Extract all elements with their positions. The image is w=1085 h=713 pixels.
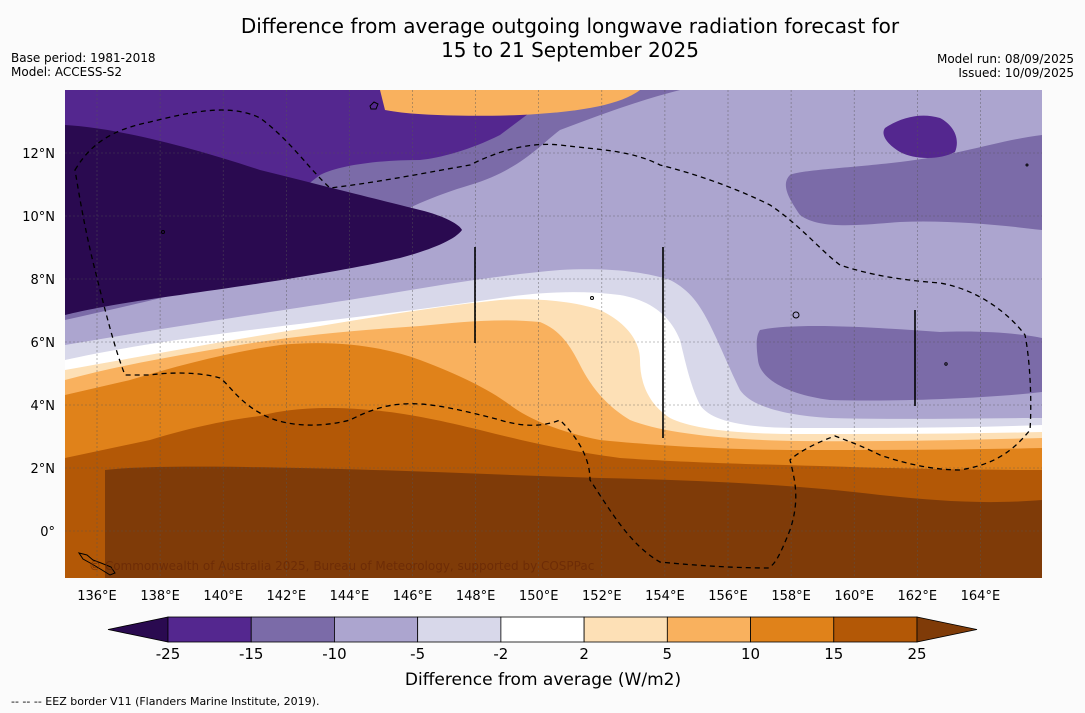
marker-lines: [474, 247, 916, 438]
colour-bar-tick: -15: [239, 645, 264, 663]
map-field: [65, 90, 1042, 578]
lon-tick-label: 150°E: [519, 589, 559, 604]
lon-tick-label: 148°E: [456, 589, 496, 604]
lat-tick-label: 6°N: [31, 336, 56, 351]
lon-tick-label: 164°E: [961, 589, 1001, 604]
colour-bar-tick: 2: [579, 645, 589, 663]
colour-bar-min-arrow: [107, 616, 169, 643]
model-name: Model: ACCESS-S2: [11, 65, 123, 79]
lon-tick-label: 160°E: [834, 589, 874, 604]
colour-bar-tick: 15: [824, 645, 843, 663]
lon-tick-label: 162°E: [898, 589, 938, 604]
eez-borders: [74, 109, 1032, 569]
colour-bar-segment: [417, 616, 502, 643]
colour-bar-tick: 25: [907, 645, 926, 663]
band-below-25: [65, 125, 462, 315]
model-run: Model run: 08/09/2025: [936, 52, 1074, 66]
coastlines: [77, 101, 1029, 576]
colour-bar-segment: [750, 616, 835, 643]
colour-bar-tick: -2: [493, 645, 508, 663]
lat-tick-label: 8°N: [31, 273, 56, 288]
colour-bar-labels: -25 -15 -10 -5 -2 2 5 10 15 25: [156, 645, 927, 663]
eez-footnote: -- -- -- EEZ border V11 (Flanders Marine…: [11, 695, 320, 708]
run-info: Model run: 08/09/2025 Issued: 10/09/2025: [937, 52, 1074, 80]
lon-tick-label: 136°E: [77, 589, 117, 604]
lat-tick-label: 0°: [40, 525, 55, 540]
map-title: Difference from average outgoing longwav…: [170, 14, 970, 62]
colour-bar-segment: [334, 616, 419, 643]
issued-date: Issued: 10/09/2025: [958, 66, 1074, 80]
colour-bar-segment: [167, 616, 252, 643]
copyright-notice: © Commonwealth of Australia 2025, Bureau…: [89, 559, 594, 573]
base-period: Base period: 1981-2018: [11, 51, 156, 65]
colour-bar-segment: [833, 616, 918, 643]
band-north-warm: [380, 90, 640, 116]
colour-bar: [107, 616, 978, 643]
lon-tick-label: 154°E: [645, 589, 685, 604]
lon-tick-label: 156°E: [708, 589, 748, 604]
colour-bar-tick: -25: [156, 645, 181, 663]
colour-bar-max-arrow: [916, 616, 978, 643]
latitude-ticks: 12°N 10°N 8°N 6°N 4°N 2°N 0°: [22, 147, 55, 540]
lon-tick-label: 140°E: [203, 589, 243, 604]
lat-tick-label: 4°N: [31, 399, 56, 414]
lon-tick-label: 142°E: [267, 589, 307, 604]
lon-tick-label: 152°E: [582, 589, 622, 604]
colour-bar-segment: [500, 616, 585, 643]
longitude-ticks: 136°E 138°E 140°E 142°E 144°E 146°E 148°E 150°E…: [77, 589, 1000, 604]
colour-bar-title: Difference from average (W/m2): [405, 670, 681, 690]
lat-tick-label: 2°N: [31, 462, 56, 477]
colour-bar-tick: 5: [663, 645, 673, 663]
band-25-15: [65, 90, 957, 310]
graticule: [65, 90, 1042, 578]
lon-tick-label: 144°E: [330, 589, 370, 604]
colour-bar-tick: -10: [322, 645, 347, 663]
colour-bar-segment: [250, 616, 335, 643]
colour-bar-segment: [666, 616, 751, 643]
title-line-2: 15 to 21 September 2025: [441, 38, 699, 62]
lat-tick-label: 12°N: [22, 147, 55, 162]
lon-tick-label: 146°E: [393, 589, 433, 604]
lon-tick-label: 158°E: [771, 589, 811, 604]
title-line-1: Difference from average outgoing longwav…: [240, 14, 900, 38]
lon-tick-label: 138°E: [140, 589, 180, 604]
colour-bar-segment: [583, 616, 668, 643]
lat-tick-label: 10°N: [22, 210, 55, 225]
model-info: Base period: 1981-2018 Model: ACCESS-S2: [11, 51, 156, 79]
colour-bar-tick: 10: [741, 645, 760, 663]
colour-bar-tick: -5: [410, 645, 425, 663]
